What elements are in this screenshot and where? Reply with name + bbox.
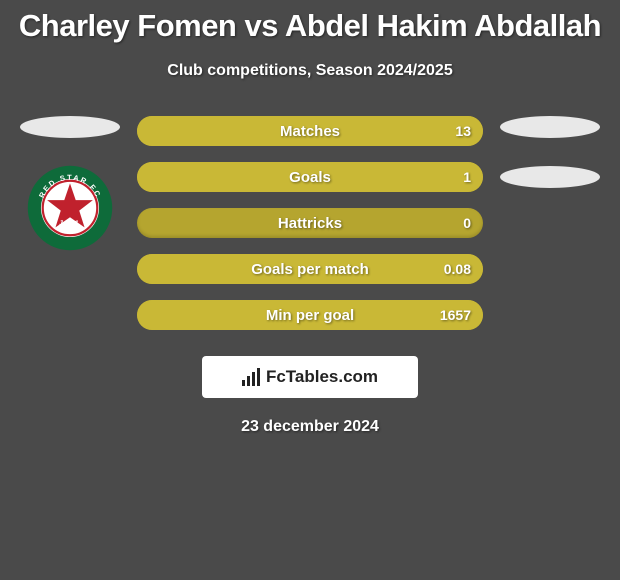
right-player-column	[490, 116, 610, 188]
page-subtitle: Club competitions, Season 2024/2025	[0, 62, 620, 80]
page-title: Charley Fomen vs Abdel Hakim Abdallah	[0, 0, 620, 44]
stat-label: Matches	[280, 123, 340, 140]
stat-row: Min per goal 1657	[137, 300, 483, 330]
left-club-logo: RED STAR FC 1897	[26, 164, 114, 252]
stat-row: Goals per match 0.08	[137, 254, 483, 284]
stat-label: Hattricks	[278, 215, 342, 232]
stat-row: Hattricks 0	[137, 208, 483, 238]
stat-value-right: 0.08	[444, 261, 471, 277]
stats-bars: Matches 13 Goals 1 Hattricks 0 Goals per match…	[137, 116, 483, 330]
chart-icon	[242, 368, 260, 386]
stat-value-right: 1	[463, 169, 471, 185]
left-player-avatar	[20, 116, 120, 138]
right-player-avatar	[500, 116, 600, 138]
stat-label: Goals per match	[251, 261, 369, 278]
brand-text: FcTables.com	[266, 367, 378, 387]
stat-row: Matches 13	[137, 116, 483, 146]
stat-label: Min per goal	[266, 307, 354, 324]
stat-value-right: 1657	[440, 307, 471, 323]
stat-value-right: 0	[463, 215, 471, 231]
stat-label: Goals	[289, 169, 331, 186]
comparison-panel: RED STAR FC 1897 Matches 13 Goals 1 Hattrick…	[0, 116, 620, 330]
brand-logo: FcTables.com	[202, 356, 418, 398]
left-player-column: RED STAR FC 1897	[10, 116, 130, 252]
right-club-logo-placeholder	[500, 166, 600, 188]
stat-row: Goals 1	[137, 162, 483, 192]
stat-value-right: 13	[455, 123, 471, 139]
date-label: 23 december 2024	[0, 418, 620, 436]
